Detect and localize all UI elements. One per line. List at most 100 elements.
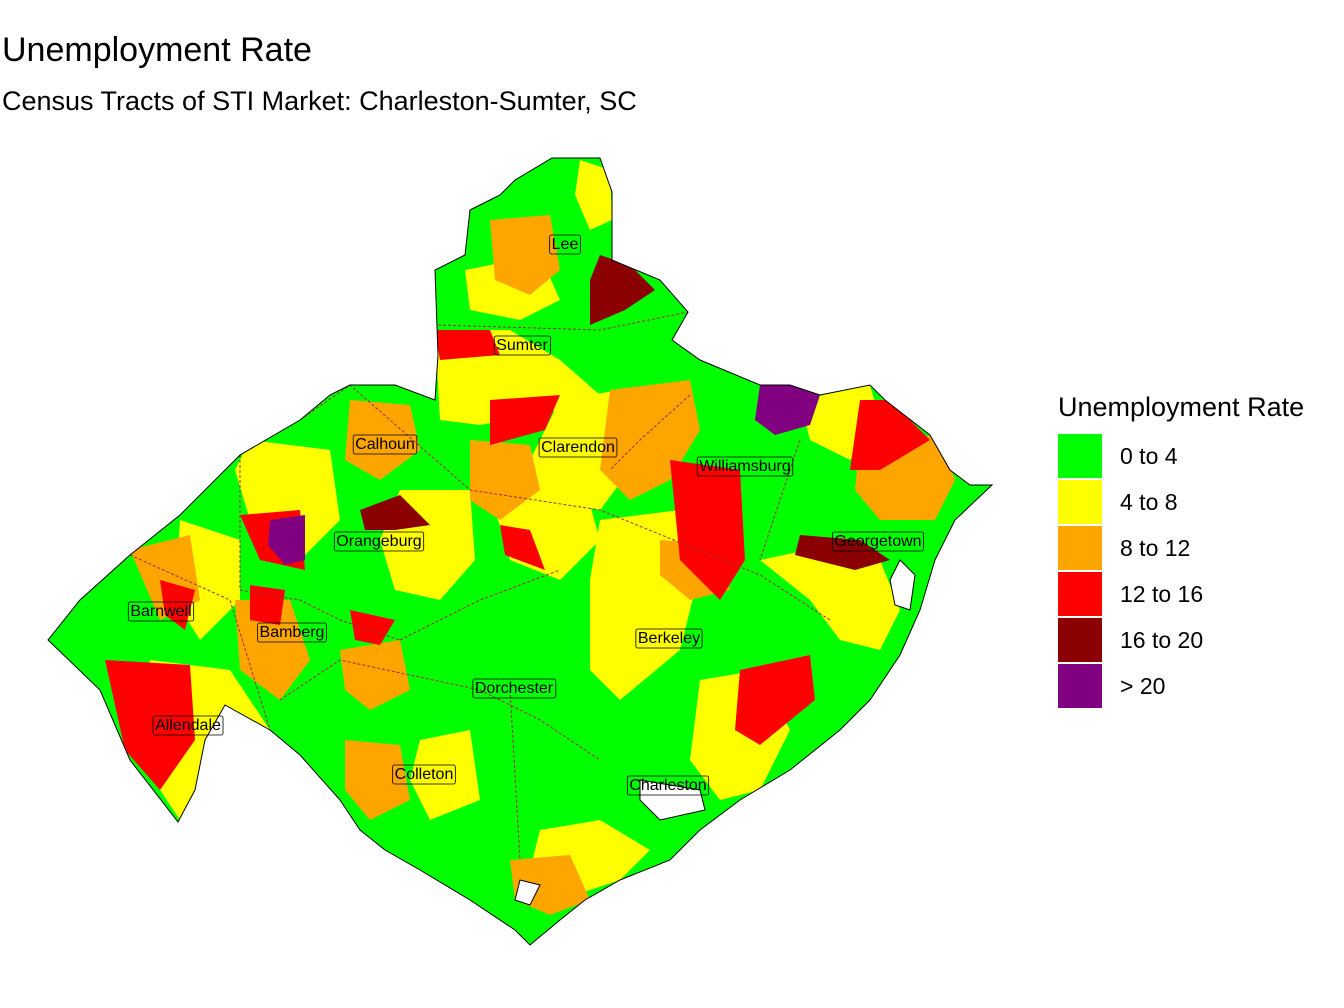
tract-4-8 <box>760 545 900 650</box>
tract-over-20 <box>755 385 820 435</box>
legend-label: 12 to 16 <box>1120 581 1204 607</box>
legend-item: > 20 <box>1058 664 1344 710</box>
legend-label: 8 to 12 <box>1120 535 1191 561</box>
legend-swatch <box>1058 664 1102 708</box>
tract-8-12 <box>490 215 560 295</box>
county-label-text: Barnwell <box>130 603 191 620</box>
legend-swatch <box>1058 618 1102 662</box>
legend-label: > 20 <box>1120 673 1166 699</box>
county-label-text: Clarendon <box>541 439 615 456</box>
county-boundary <box>759 439 801 561</box>
county-label-berkeley: Berkeley <box>635 628 703 649</box>
estuary <box>514 879 541 906</box>
legend-swatch <box>1058 480 1102 524</box>
tract-12-16 <box>250 585 285 625</box>
county-label-clarendon: Clarendon <box>538 437 618 458</box>
county-boundaries <box>129 311 831 861</box>
county-label-box <box>538 437 618 458</box>
county-label-dorchester: Dorchester <box>472 678 557 699</box>
county-label-box <box>127 601 195 622</box>
tract-12-16 <box>670 460 745 600</box>
county-label-box <box>696 456 794 477</box>
county-label-allendale: Allendale <box>152 715 224 736</box>
legend-item: 16 to 20 <box>1058 618 1344 664</box>
legend-label: 0 to 4 <box>1120 443 1178 469</box>
county-label-text: Orangeburg <box>336 533 421 550</box>
county-label-sumter: Sumter <box>493 335 551 356</box>
tract-8-12 <box>340 640 410 710</box>
tract-8-12 <box>345 400 420 480</box>
legend-items: 0 to 4 4 to 8 8 to 12 12 to 16 16 to 20 > 20 <box>1058 434 1344 710</box>
tract-12-16 <box>435 330 500 360</box>
tract-12-16 <box>735 655 815 745</box>
county-label-text: Bamberg <box>260 624 325 641</box>
county-label-text: Dorchester <box>475 680 554 697</box>
county-label-box <box>257 622 327 643</box>
tract-8-12 <box>345 740 410 820</box>
county-label-box <box>832 531 924 552</box>
county-label-text: Lee <box>552 236 579 253</box>
county-labels: Lee Sumter Calhoun Clarendon Williamsburg Ora… <box>127 234 924 796</box>
chart-subtitle: Census Tracts of STI Market: Charleston-… <box>2 86 637 116</box>
county-label-box <box>472 678 557 699</box>
county-label-text: Sumter <box>496 337 548 354</box>
charleston-harbor <box>639 779 706 821</box>
county-label-box <box>392 764 456 785</box>
county-label-williamsburg: Williamsburg <box>696 456 794 477</box>
tract-12-16 <box>105 660 195 790</box>
tract-12-16 <box>850 400 930 470</box>
tract-16-20 <box>795 535 890 570</box>
county-label-barnwell: Barnwell <box>127 601 195 622</box>
tract-over-20 <box>268 515 305 565</box>
county-label-text: Georgetown <box>834 533 921 550</box>
county-label-georgetown: Georgetown <box>832 531 924 552</box>
county-label-box <box>152 715 224 736</box>
tract-16-20 <box>590 255 655 325</box>
legend-item: 8 to 12 <box>1058 526 1344 572</box>
tract-12-16 <box>500 525 545 570</box>
county-label-box <box>549 234 581 255</box>
county-boundary <box>279 659 601 761</box>
county-boundary <box>509 689 521 861</box>
legend-title: Unemployment Rate <box>1058 392 1305 422</box>
county-label-box <box>333 531 425 552</box>
tract-8-12 <box>235 600 310 700</box>
county-label-colleton: Colleton <box>392 764 456 785</box>
county-label-box <box>352 434 418 455</box>
legend-item: 4 to 8 <box>1058 480 1344 526</box>
tract-12-16 <box>490 395 560 445</box>
tract-4-8 <box>235 440 340 560</box>
tract-layer <box>48 158 992 945</box>
coastline-water <box>514 559 916 906</box>
county-label-text: Allendale <box>155 717 221 734</box>
county-boundary <box>239 455 401 641</box>
tract-8-12 <box>470 440 540 520</box>
tract-12-16 <box>160 580 195 630</box>
county-label-box <box>626 775 710 796</box>
county-label-bamberg: Bamberg <box>257 622 327 643</box>
tract-16-20 <box>360 495 430 530</box>
tract-4-8 <box>575 160 612 230</box>
county-label-orangeburg: Orangeburg <box>333 531 425 552</box>
county-label-text: Calhoun <box>355 436 415 453</box>
county-boundary <box>299 384 831 621</box>
county-label-text: Williamsburg <box>699 458 791 475</box>
county-boundary <box>437 311 689 331</box>
county-label-text: Charleston <box>629 777 706 794</box>
tract-12-16 <box>350 610 395 645</box>
county-label-box <box>493 335 551 356</box>
county-label-calhoun: Calhoun <box>352 434 418 455</box>
winyah-bay <box>889 559 916 611</box>
legend-swatch <box>1058 526 1102 570</box>
legend-label: 4 to 8 <box>1120 489 1178 515</box>
region-outline <box>47 157 994 946</box>
county-label-box <box>635 628 703 649</box>
county-boundary <box>609 394 691 471</box>
legend-swatch <box>1058 572 1102 616</box>
legend-swatch <box>1058 434 1102 478</box>
legend-item: 0 to 4 <box>1058 434 1344 480</box>
chart-title: Unemployment Rate <box>2 31 312 69</box>
county-label-text: Berkeley <box>638 630 700 647</box>
county-label-text: Colleton <box>395 766 454 783</box>
